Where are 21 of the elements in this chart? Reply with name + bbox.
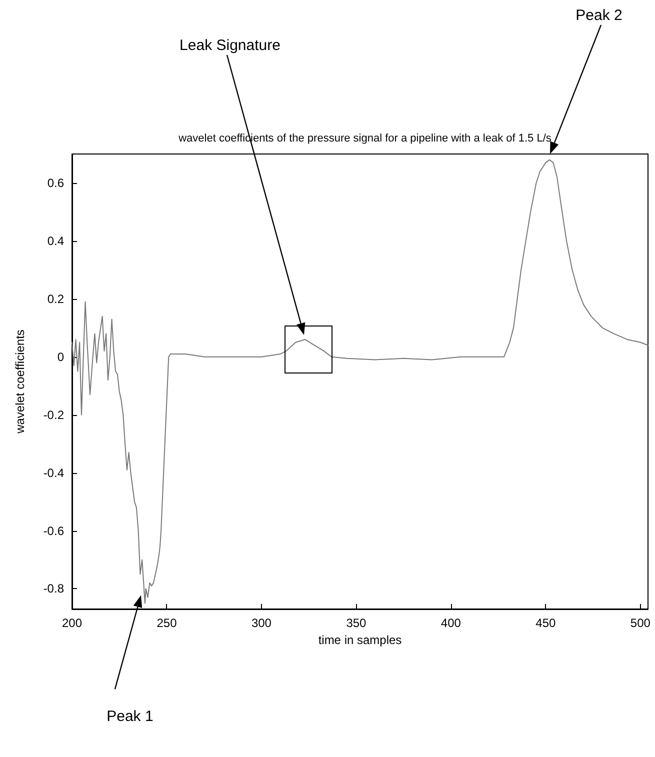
line-series (72, 159, 648, 604)
x-tick-label: 450 (536, 616, 556, 630)
x-tick-label: 500 (630, 616, 651, 630)
text: Leak Signature (180, 37, 280, 54)
x-tick-label: 300 (251, 616, 272, 630)
x-tick-label: 400 (440, 616, 462, 630)
y-axis-title: wavelet coefficients (13, 330, 27, 434)
y-tick-label: -0.4 (43, 466, 64, 480)
y-tick-label: -0.6 (43, 524, 64, 538)
x-tick-label: 200 (62, 616, 82, 630)
y-tick-label: 0 (57, 350, 64, 364)
x-tick-label: 350 (346, 616, 367, 630)
annotation: Peak 1 (106, 708, 154, 726)
y-tick-label: 0.6 (47, 176, 64, 190)
y-tick-label: 0.4 (47, 234, 64, 248)
text: Peak 2 (576, 7, 622, 24)
x-tick-label: 250 (156, 616, 178, 630)
x-axis-title: time in samples (318, 632, 402, 647)
y-tick-label: -0.2 (43, 408, 64, 422)
y-tick-label: 0.2 (47, 292, 64, 306)
y-tick-label: -0.8 (43, 582, 64, 596)
